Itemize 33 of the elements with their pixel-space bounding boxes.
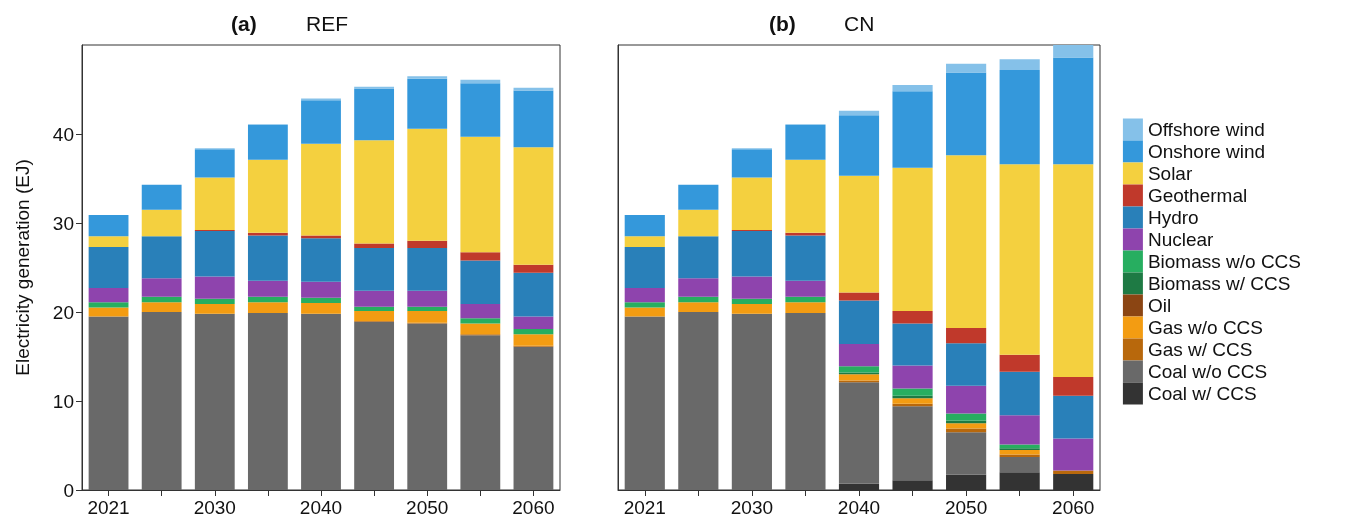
legend-label: Biomass w/o CCS bbox=[1147, 251, 1302, 272]
x-tick-label: 2030 bbox=[730, 497, 774, 518]
x-tick-label: 2050 bbox=[944, 497, 988, 518]
y-tick-label: 40 bbox=[52, 123, 74, 145]
y-tick-label: 10 bbox=[52, 390, 74, 412]
legend-label: Geothermal bbox=[1147, 185, 1248, 206]
legend-label: Nuclear bbox=[1147, 229, 1215, 250]
legend-label: Biomass w/ CCS bbox=[1147, 273, 1291, 294]
chart-title: (a) bbox=[231, 12, 257, 35]
x-tick-label: 2040 bbox=[837, 497, 881, 518]
legend-label: Offshore wind bbox=[1147, 119, 1265, 140]
legend-label: Coal w/ CCS bbox=[1147, 383, 1257, 404]
x-tick-label: 2021 bbox=[623, 497, 666, 518]
x-tick-label: 2030 bbox=[193, 497, 236, 518]
y-axis-title: Electricity generation (EJ) bbox=[12, 159, 33, 376]
x-tick-label: 2060 bbox=[1052, 497, 1095, 518]
legend-label: Gas w/o CCS bbox=[1147, 317, 1263, 338]
y-tick-label: 0 bbox=[63, 479, 74, 501]
x-tick-label: 2040 bbox=[299, 497, 343, 518]
x-tick-label: 2021 bbox=[87, 497, 130, 518]
legend-label: Oil bbox=[1147, 295, 1172, 316]
legend-label: Gas w/ CCS bbox=[1147, 339, 1253, 360]
legend-label: Hydro bbox=[1147, 207, 1199, 228]
x-tick-label: 2050 bbox=[406, 497, 449, 518]
y-tick-label: 30 bbox=[52, 212, 74, 234]
y-tick-label: 20 bbox=[52, 301, 74, 323]
legend-label: Onshore wind bbox=[1147, 141, 1266, 162]
legend-label: Coal w/o CCS bbox=[1147, 361, 1268, 382]
chart-subtitle: REF bbox=[306, 12, 348, 35]
legend-label: Solar bbox=[1147, 163, 1193, 184]
x-tick-label: 2060 bbox=[512, 497, 555, 518]
chart-subtitle: CN bbox=[844, 12, 875, 35]
chart-title: (b) bbox=[769, 12, 796, 35]
